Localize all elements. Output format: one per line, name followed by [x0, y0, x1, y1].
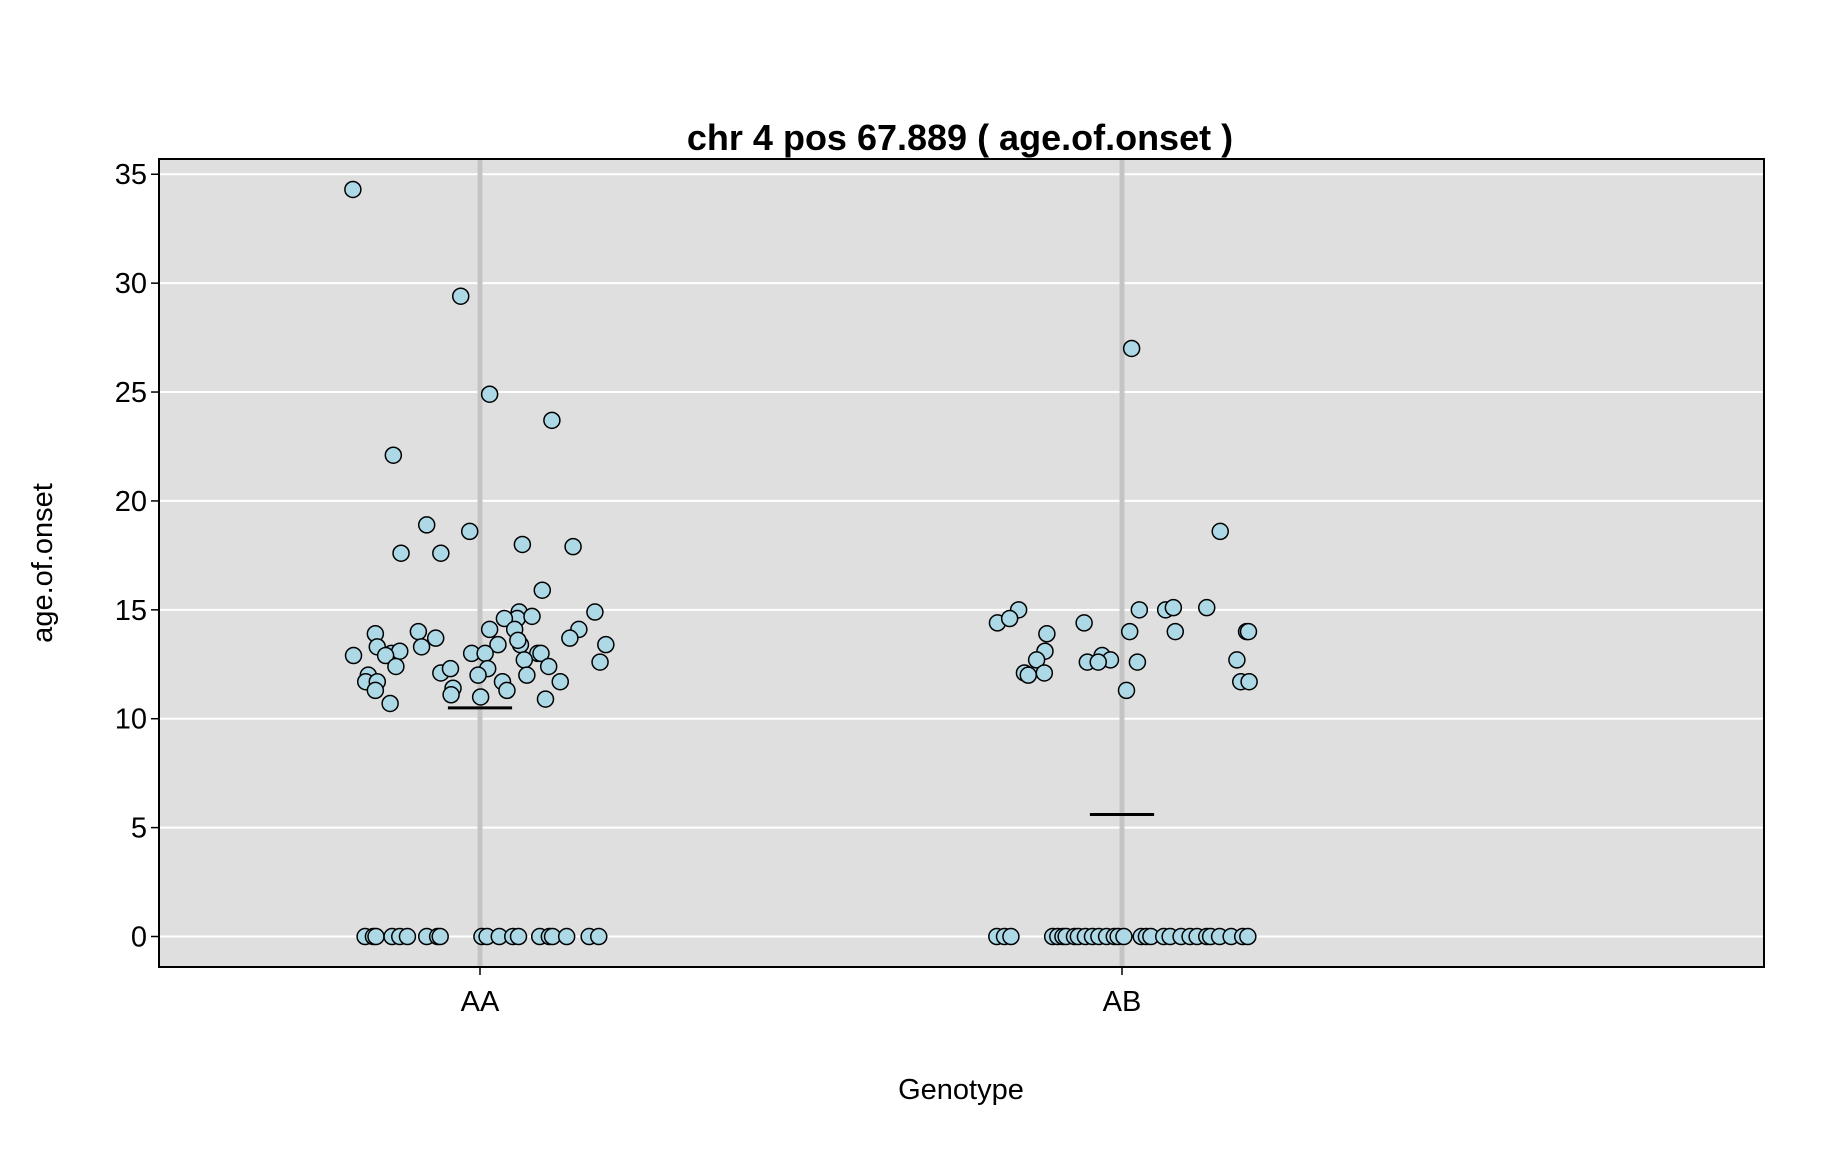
- data-point: [1228, 651, 1246, 669]
- x-axis-ticks: AA AB: [461, 967, 1142, 1018]
- data-point: [480, 620, 499, 639]
- data-point: [366, 681, 385, 700]
- data-point: [551, 672, 569, 691]
- x-tick-label: AB: [1103, 986, 1142, 1018]
- data-point: [590, 927, 608, 946]
- data-point: [469, 666, 487, 684]
- grid-lines: [159, 159, 1764, 967]
- data-point: [1164, 598, 1183, 617]
- y-tick-label: 20: [115, 486, 147, 518]
- y-tick-label: 10: [115, 704, 147, 736]
- data-point: [398, 927, 417, 946]
- data-point: [533, 581, 552, 599]
- data-point: [1239, 927, 1257, 946]
- y-axis-ticks: 0 5 10 15 20 25 30 35: [115, 159, 159, 954]
- data-point: [344, 180, 362, 199]
- data-point: [557, 927, 576, 946]
- data-point: [509, 927, 528, 946]
- y-tick-label: 30: [115, 268, 147, 300]
- x-axis-label: Genotype: [898, 1074, 1024, 1106]
- data-point: [387, 657, 405, 676]
- plot-panel: [159, 159, 1764, 967]
- data-point: [480, 385, 499, 403]
- data-point: [381, 694, 399, 713]
- data-point: [344, 646, 363, 665]
- data-point: [1130, 601, 1149, 619]
- data-point: [1117, 681, 1136, 700]
- plot-frame: [158, 158, 1765, 968]
- y-tick-label: 25: [115, 377, 147, 409]
- data-point: [539, 657, 558, 676]
- data-point: [495, 609, 514, 628]
- data-point: [591, 653, 609, 671]
- data-point: [1120, 622, 1139, 641]
- data-point: [476, 644, 494, 663]
- data-point: [432, 544, 450, 562]
- data-point: [1038, 625, 1056, 643]
- data-point: [367, 927, 385, 946]
- data-point: [532, 644, 550, 663]
- data-point: [543, 411, 561, 430]
- data-point: [412, 638, 431, 656]
- data-point: [409, 622, 428, 641]
- data-point: [561, 629, 579, 647]
- data-point: [1000, 609, 1019, 628]
- data-point: [384, 446, 403, 464]
- y-tick-label: 15: [115, 595, 147, 627]
- data-point: [426, 629, 445, 647]
- data-point: [460, 522, 479, 541]
- data-point: [431, 927, 449, 946]
- y-tick-label: 35: [115, 159, 147, 191]
- data-point: [586, 603, 604, 621]
- chart-title: chr 4 pos 67.889 ( age.of.onset ): [687, 117, 1233, 158]
- data-point: [392, 544, 410, 562]
- data-point: [376, 646, 395, 665]
- data-point: [1128, 653, 1147, 671]
- data-point: [1166, 622, 1185, 641]
- x-tick-label: AA: [461, 986, 500, 1018]
- data-point: [1240, 672, 1258, 691]
- data-point: [451, 287, 470, 305]
- data-point: [498, 681, 516, 700]
- data-point: [523, 607, 541, 626]
- data-point: [597, 635, 615, 654]
- data-point: [1075, 614, 1093, 632]
- data-point: [1211, 522, 1229, 541]
- data-point: [1239, 622, 1258, 641]
- data-point: [1122, 339, 1141, 358]
- data-point: [1089, 653, 1107, 671]
- data-point: [1002, 927, 1020, 946]
- data-point: [441, 659, 460, 678]
- data-point: [1019, 666, 1038, 684]
- y-axis-label: age.of.onset: [27, 483, 59, 643]
- data-point: [564, 537, 582, 556]
- data-point: [417, 516, 436, 534]
- data-points: [344, 180, 1258, 946]
- data-point: [1027, 651, 1046, 669]
- data-point: [509, 631, 527, 650]
- data-point: [536, 690, 555, 708]
- data-point: [442, 686, 460, 704]
- y-tick-label: 0: [131, 922, 147, 954]
- data-point: [471, 688, 490, 706]
- data-point: [1115, 927, 1133, 946]
- data-point: [513, 535, 532, 554]
- data-point: [1197, 598, 1216, 617]
- y-tick-label: 5: [131, 813, 147, 845]
- data-point: [518, 666, 536, 684]
- data-point: [515, 651, 534, 669]
- data-point: [1035, 664, 1054, 682]
- data-point: [489, 635, 507, 654]
